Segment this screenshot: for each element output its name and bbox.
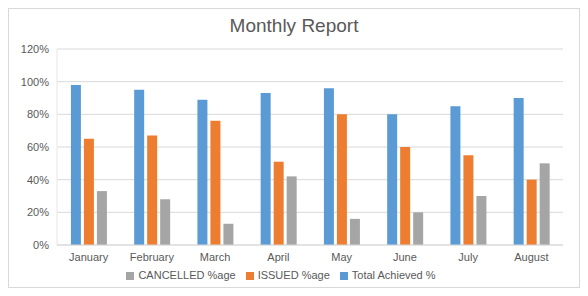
html-text:ISSUED %age: ISSUED %age — [257, 269, 330, 281]
html-text:CANCELLED %age: CANCELLED %age — [138, 269, 236, 281]
svg-text:August: August — [514, 251, 548, 263]
html-text:Monthly Report: Monthly Report — [229, 15, 359, 36]
svg-text:March: March — [200, 251, 231, 263]
svg-text:120%: 120% — [21, 43, 49, 55]
svg-text:July: July — [458, 251, 478, 263]
svg-text:June: June — [393, 251, 417, 263]
svg-text:January: January — [69, 251, 109, 263]
svg-text:May: May — [331, 251, 352, 263]
svg-text:40%: 40% — [27, 174, 49, 186]
svg-text:April: April — [267, 251, 289, 263]
svg-text:February: February — [130, 251, 175, 263]
svg-text:20%: 20% — [27, 206, 49, 218]
svg-text:60%: 60% — [27, 141, 49, 153]
svg-text:0%: 0% — [33, 239, 49, 251]
html-text:Total Achieved %: Total Achieved % — [351, 269, 436, 281]
svg-text:100%: 100% — [21, 76, 49, 88]
svg-text:80%: 80% — [27, 108, 49, 120]
